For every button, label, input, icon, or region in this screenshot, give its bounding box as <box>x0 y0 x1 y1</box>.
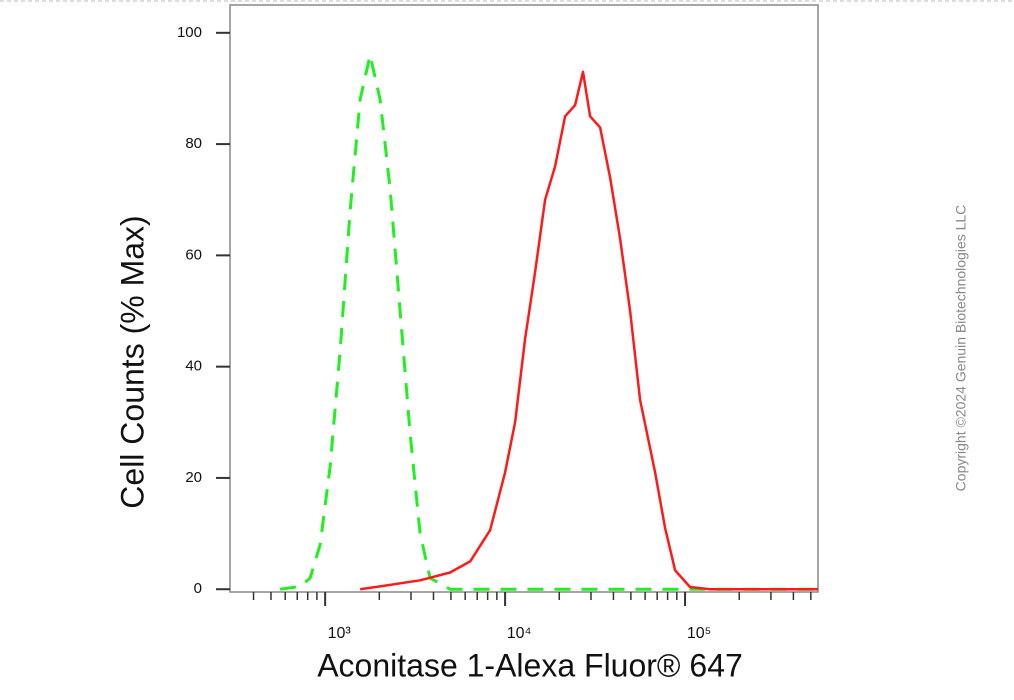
plot-frame <box>229 4 819 593</box>
copyright: Copyright ©2024 Genuin Biotechnologies L… <box>953 205 969 492</box>
y-tick-label: 40 <box>185 358 202 375</box>
x-axis-title: Aconitase 1-Alexa Fluor® 647 <box>317 647 743 683</box>
x-tick-label: 10⁵ <box>687 625 711 642</box>
y-tick-label: 100 <box>177 24 202 41</box>
x-tick-label: 10³ <box>328 625 352 642</box>
y-axis-title: Cell Counts (% Max) <box>114 215 150 508</box>
y-tick-label: 80 <box>185 135 202 152</box>
y-tick-label: 60 <box>185 246 202 263</box>
y-tick-label: 0 <box>194 580 202 597</box>
series-line <box>279 53 818 591</box>
y-tick-label: 20 <box>185 469 202 486</box>
series-line <box>359 70 818 591</box>
x-tick-label: 10⁴ <box>507 625 532 642</box>
